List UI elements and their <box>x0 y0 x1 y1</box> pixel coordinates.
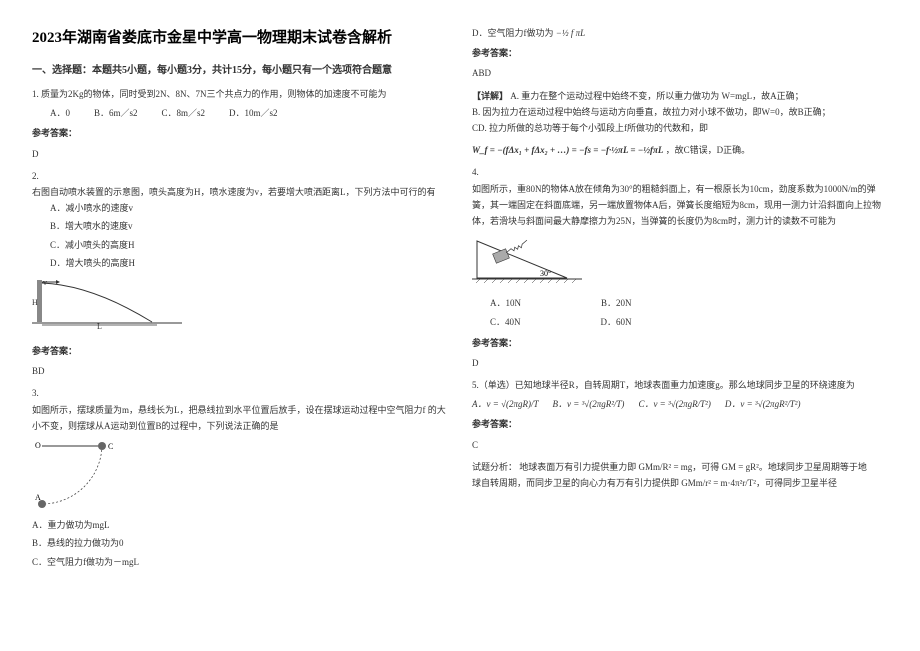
q2-opt-d: D．增大喷头的高度H <box>50 255 448 271</box>
incline-diagram: 30° <box>472 233 582 283</box>
sprinkler-diagram: H v L <box>32 275 182 330</box>
right-column: D．空气阻力f做功为 −½ f πL 参考答案： ABD 【详解】 A. 重力在… <box>460 25 900 626</box>
q4-options-2: C．40N D．60N <box>490 314 888 330</box>
q4-opt-d: D．60N <box>601 314 632 330</box>
question-4: 4. 如图所示，重80N的物体A放在倾角为30°的粗糙斜面上，有一根原长为10c… <box>472 164 888 371</box>
svg-text:C: C <box>108 442 113 451</box>
q1-stem: 1. 质量为2Kg的物体，同时受到2N、8N、7N三个共点力的作用，则物体的加速… <box>32 86 448 102</box>
wf-formula-line: W_f = −(fΔx₁ + fΔx₂ + …) = −fs = −f·½πL … <box>472 142 888 158</box>
q3-stem: 如图所示，摆球质量为m，悬线长为L，把悬线拉到水平位置后放手，设在摆球运动过程中… <box>32 402 448 434</box>
q2-ans: BD <box>32 363 448 379</box>
q1-opt-d: D．10m／s2 <box>229 105 278 121</box>
question-2: 2. 右图自动喷水装置的示意图，喷头高度为H，喷水速度为v，若要增大喷洒距离L，… <box>32 168 448 380</box>
q3-opt-b: B．悬线的拉力做功为0 <box>32 535 448 551</box>
q1-ans: D <box>32 146 448 162</box>
q4-opt-a: A．10N <box>490 295 521 311</box>
q5-ans-label: 参考答案： <box>472 416 888 432</box>
detail-a: A. 重力在整个运动过程中始终不变，所以重力做功为 W=mgL，故A正确； <box>510 91 803 101</box>
q5-opt-b: B．v = ³√(2πgR²/T) <box>553 396 625 412</box>
q4-ans-label: 参考答案： <box>472 335 888 351</box>
wf-formula: W_f = −(fΔx₁ + fΔx₂ + …) = −fs = −f·½πL … <box>472 145 663 155</box>
q3-optd-formula: −½ f πL <box>556 28 585 38</box>
q3-optd-pre: D．空气阻力f做功为 <box>472 28 554 38</box>
question-1: 1. 质量为2Kg的物体，同时受到2N、8N、7N三个共点力的作用，则物体的加速… <box>32 86 448 162</box>
detail-label: 【详解】 <box>472 91 508 101</box>
q1-options: A．0 B．6m／s2 C．8m／s2 D．10m／s2 <box>50 105 448 121</box>
q2-opt-c: C．减小喷头的高度H <box>50 237 448 253</box>
question-3: 3. 如图所示，摆球质量为m，悬线长为L，把悬线拉到水平位置后放手，设在摆球运动… <box>32 385 448 569</box>
q5-opt-a: A．v = √(2πgR)/T <box>472 396 539 412</box>
q4-stem: 如图所示，重80N的物体A放在倾角为30°的粗糙斜面上，有一根原长为10cm，劲… <box>472 181 888 230</box>
svg-text:O: O <box>35 441 41 450</box>
q4-opt-c: C．40N <box>490 314 521 330</box>
q5-analysis: 试题分析： 地球表面万有引力提供重力即 GMm/R² = mg，可得 GM = … <box>472 459 888 475</box>
svg-text:L: L <box>97 322 102 330</box>
q3-num: 3. <box>32 385 448 401</box>
q1-opt-c: C．8m／s2 <box>162 105 206 121</box>
q4-opt-b: B．20N <box>601 295 632 311</box>
svg-text:30°: 30° <box>540 269 551 278</box>
svg-text:H: H <box>32 298 38 307</box>
q1-opt-a: A．0 <box>50 105 70 121</box>
q1-opt-b: B．6m／s2 <box>94 105 138 121</box>
q4-num: 4. <box>472 164 888 180</box>
q2-ans-label: 参考答案： <box>32 343 448 359</box>
q5-stem: 5.（单选）已知地球半径R，自转周期T，地球表面重力加速度g。那么地球同步卫星的… <box>472 377 888 393</box>
q2-options: A．减小喷水的速度v B．增大喷水的速度v C．减小喷头的高度H D．增大喷头的… <box>50 200 448 271</box>
q3-ans-label: 参考答案： <box>472 45 888 61</box>
q3-explanation: 【详解】 A. 重力在整个运动过程中始终不变，所以重力做功为 W=mgL，故A正… <box>472 88 888 104</box>
question-5: 5.（单选）已知地球半径R，自转周期T，地球表面重力加速度g。那么地球同步卫星的… <box>472 377 888 491</box>
q2-opt-b: B．增大喷水的速度v <box>50 218 448 234</box>
q1-ans-label: 参考答案： <box>32 125 448 141</box>
q4-options: A．10N B．20N <box>490 295 888 311</box>
section-header: 一、选择题：本题共5小题，每小题3分，共计15分，每小题只有一个选项符合题意 <box>32 62 448 80</box>
detail-cd: CD. 拉力所做的总功等于每个小弧段上f所做功的代数和，即 <box>472 120 888 136</box>
q5-opt-c: C．v = ³√(2πgR/T²) <box>638 396 710 412</box>
q4-ans: D <box>472 355 888 371</box>
q2-num: 2. <box>32 168 448 184</box>
q5-options: A．v = √(2πgR)/T B．v = ³√(2πgR²/T) C．v = … <box>472 396 888 412</box>
q3-ans: ABD <box>472 65 888 81</box>
q5-analysis-2: 球自转周期，而同步卫星的向心力有万有引力提供即 GMm/r² = m·4π²r/… <box>472 475 888 491</box>
page-title: 2023年湖南省娄底市金星中学高一物理期末试卷含解析 <box>32 25 448 52</box>
q5-ans: C <box>472 437 888 453</box>
svg-text:A: A <box>35 493 41 502</box>
q5-analysis-1: 地球表面万有引力提供重力即 GMm/R² = mg，可得 GM = gR²。地球… <box>519 462 867 472</box>
left-column: 2023年湖南省娄底市金星中学高一物理期末试卷含解析 一、选择题：本题共5小题，… <box>20 25 460 626</box>
q3-opt-a: A．重力做功为mgL <box>32 517 448 533</box>
q3-opt-d: D．空气阻力f做功为 −½ f πL <box>472 25 888 41</box>
q2-stem: 右图自动喷水装置的示意图，喷头高度为H，喷水速度为v，若要增大喷洒距离L，下列方… <box>32 184 448 200</box>
q2-opt-a: A．减小喷水的速度v <box>50 200 448 216</box>
q5-opt-d: D．v = ³√(2πgR²/T²) <box>725 396 801 412</box>
q5-analysis-label: 试题分析： <box>472 462 517 472</box>
pendulum-diagram: O C A <box>32 438 152 508</box>
q3-options: A．重力做功为mgL B．悬线的拉力做功为0 C．空气阻力f做功为－mgL <box>32 517 448 570</box>
detail-cd-tail: ，故C错误，D正确。 <box>666 145 751 155</box>
q3-opt-c: C．空气阻力f做功为－mgL <box>32 554 448 570</box>
detail-b: B. 因为拉力在运动过程中始终与运动方向垂直，故拉力对小球不做功，即W=0，故B… <box>472 104 888 120</box>
